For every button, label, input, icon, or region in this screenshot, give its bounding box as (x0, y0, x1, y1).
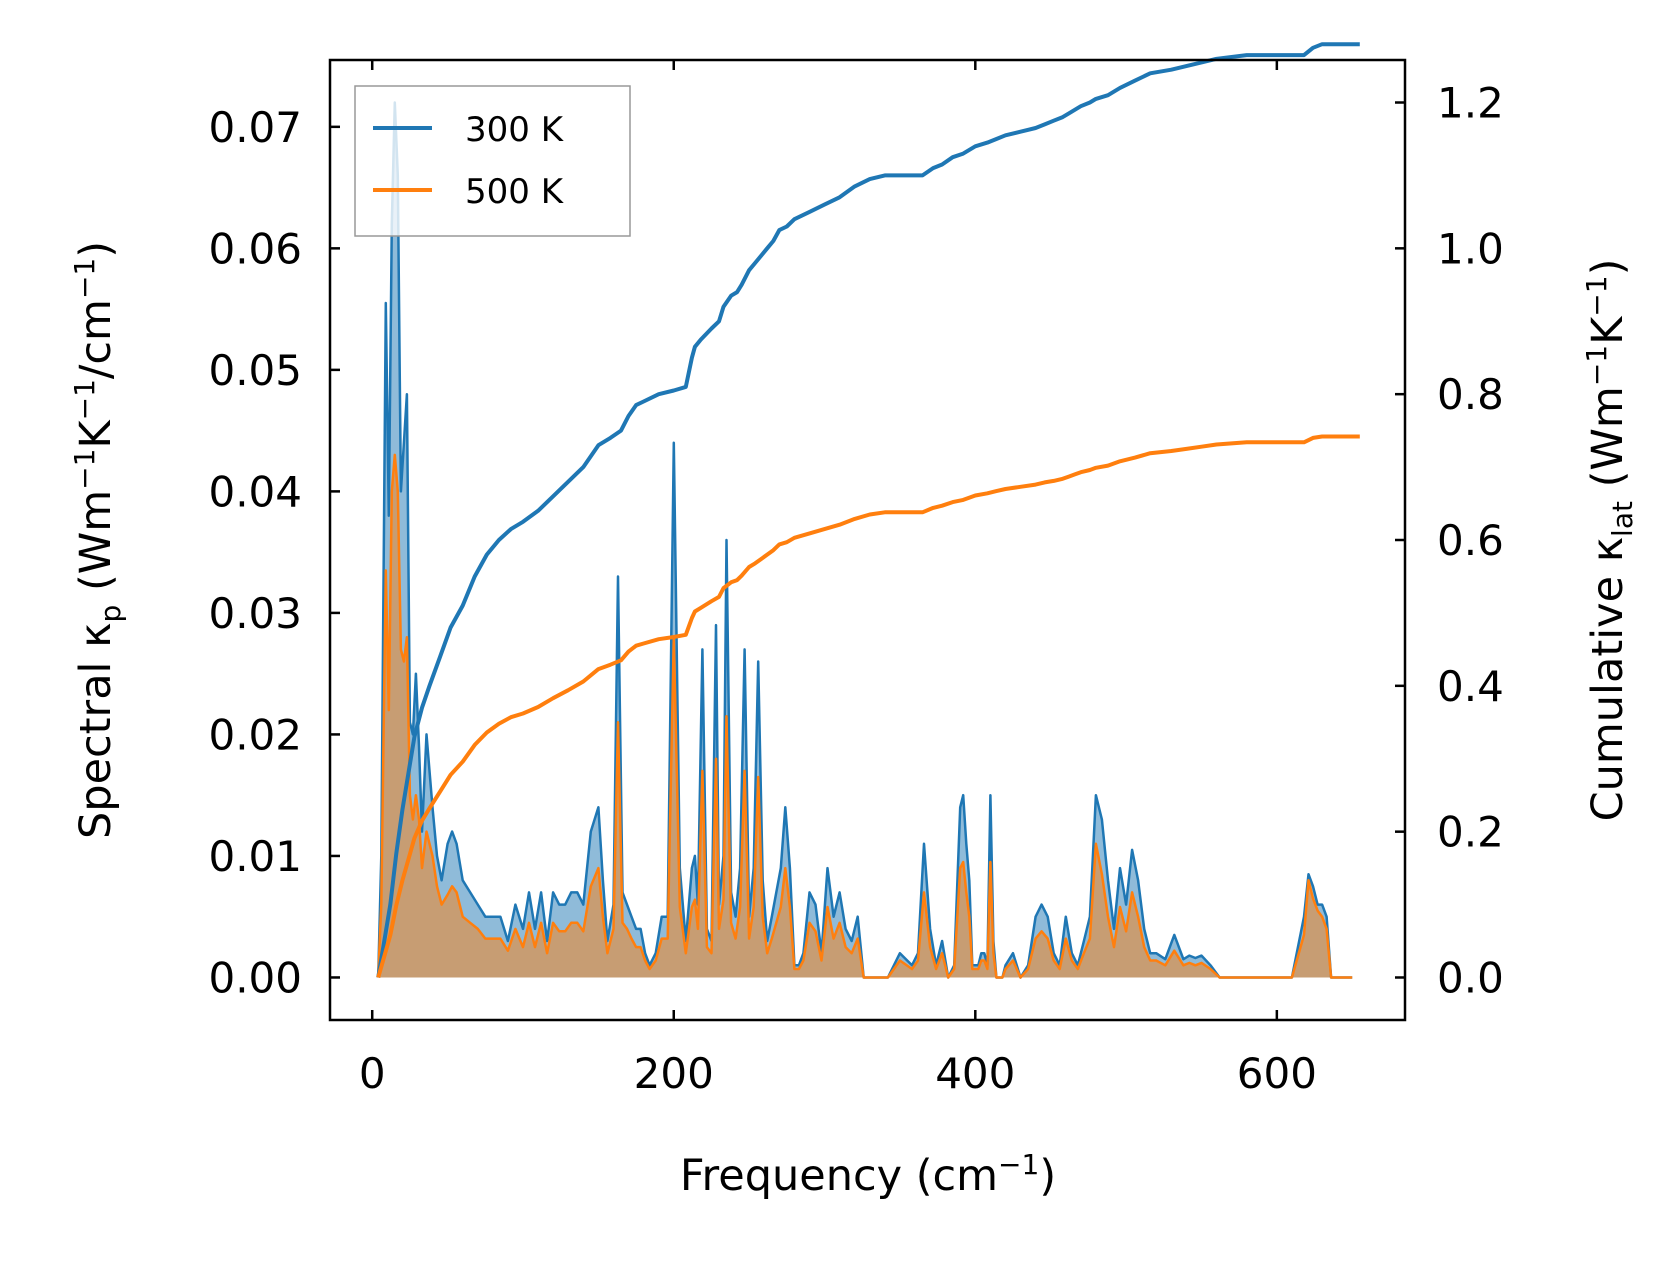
y-right-title-sup1: −1 (1580, 345, 1613, 386)
y-left-tick-label: 0.06 (208, 224, 302, 273)
y-right-title-p2: (Wm (1583, 386, 1633, 501)
y-left-title-sup2: −1 (68, 379, 101, 420)
series-lines (376, 42, 1360, 979)
y-right-tick-label: 0.0 (1437, 953, 1504, 1002)
y-left-title-p5: ) (71, 241, 121, 258)
x-axis-title-sup: −1 (998, 1148, 1039, 1181)
y-right-title-p3: K (1583, 315, 1633, 345)
y-right-title-sub: lat (1606, 501, 1639, 537)
y-right-title-p4: ) (1583, 259, 1633, 276)
y-right-tick-label: 0.6 (1437, 516, 1504, 565)
y-left-tick-label: 0.05 (208, 346, 302, 395)
x-tick-label: 0 (359, 1049, 386, 1098)
cumulative-line-500k (376, 434, 1360, 979)
x-axis-title-main: Frequency (cm (680, 1151, 998, 1201)
axis-ticks: 0 200 400 600 0.00 0.01 0.02 0.03 0.04 0.05 0.06 0.… (208, 60, 1504, 1098)
x-axis-title: Frequency (cm−1) (680, 1148, 1056, 1201)
x-tick-label: 400 (935, 1049, 1015, 1098)
x-tick-label: 200 (634, 1049, 714, 1098)
legend-label-500k: 500 K (465, 172, 565, 212)
y-left-tick-label: 0.07 (208, 103, 302, 152)
y-left-tick-label: 0.01 (208, 832, 302, 881)
y-axis-right-title: Cumulative κlat (Wm−1K−1) (1580, 259, 1639, 822)
y-left-title-p1: Spectral κ (71, 622, 121, 839)
spectral-fill-500k (378, 454, 1353, 978)
x-axis-title-tail: ) (1039, 1151, 1056, 1201)
y-axis-left-title: Spectral κp (Wm−1K−1/cm−1) (68, 241, 127, 839)
x-tick-label: 600 (1237, 1049, 1317, 1098)
legend-frame (354, 85, 631, 237)
y-left-tick-label: 0.02 (208, 710, 302, 759)
y-left-title-p3: K (71, 419, 121, 449)
y-left-tick-label: 0.03 (208, 589, 302, 638)
y-right-title-p1: Cumulative κ (1583, 537, 1633, 821)
cumulative-line-300k (376, 42, 1360, 978)
y-right-title-sup2: −1 (1580, 275, 1613, 316)
y-left-title-p4: /cm (71, 299, 121, 379)
y-right-tick-label: 0.8 (1437, 370, 1504, 419)
y-left-title-sub: p (94, 605, 127, 623)
y-left-title-sup3: −1 (68, 258, 101, 299)
y-left-title-p2: (Wm (71, 490, 121, 605)
y-right-tick-label: 1.0 (1437, 224, 1504, 273)
spectral-line-300k (376, 101, 1353, 979)
spectral-line-500k (376, 453, 1353, 979)
y-left-title-sup1: −1 (68, 449, 101, 490)
y-left-tick-label: 0.00 (208, 953, 302, 1002)
y-left-tick-label: 0.04 (208, 467, 302, 516)
y-right-tick-label: 1.2 (1437, 79, 1504, 128)
legend-label-300k: 300 K (465, 110, 565, 150)
y-right-tick-label: 0.2 (1437, 808, 1504, 857)
y-right-tick-label: 0.4 (1437, 662, 1504, 711)
legend: 300 K 500 K (354, 85, 631, 237)
